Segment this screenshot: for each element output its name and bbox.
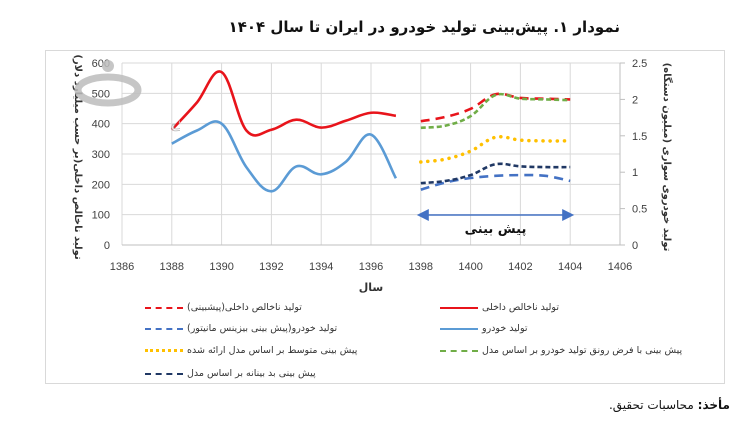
arrow-right-icon [562,209,575,221]
x-tick: 1386 [110,261,134,273]
x-axis-title: سال [359,281,384,294]
series-line [420,173,571,191]
series-line [170,70,397,137]
gridlines [121,62,621,246]
right-y-axis-title: تولید خودروی سواری (میلیون دستگاه) [661,63,674,252]
left-y-tick: 200 [92,179,110,191]
series-line [420,162,571,185]
chart-title: نمودار ۱. پیش‌بینی تولید خودرو در ایران … [228,18,620,36]
legend-label: تولید خودرو [482,323,528,334]
legend-item: تولید خودرو [440,323,528,334]
legend-label: پیش بینی با فرض رونق تولید خودرو بر اساس… [482,345,683,356]
source-label: مأخذ: [697,398,730,412]
legend-swatch-icon [440,327,478,330]
x-tick: 1400 [458,261,482,273]
x-tick: 1388 [160,261,184,273]
arrow-left-icon [416,209,429,221]
legend-swatch-icon [440,306,478,309]
legend-label: پیش بینی بد بینانه بر اساس مدل [187,368,316,379]
left-y-tick: 100 [92,210,110,222]
legend-item: تولید ناخالص داخلی [440,302,559,313]
left-y-tick: 600 [92,58,110,70]
legend-item: پیش بینی متوسط بر اساس مدل ارائه شده [145,345,357,356]
left-y-tick: 0 [104,240,110,252]
legend-swatch-icon [145,349,183,352]
left-y-tick: 400 [92,119,110,131]
x-tick: 1396 [359,261,383,273]
x-tick: 1402 [508,261,532,273]
legend-swatch-icon [145,306,183,309]
series-line [171,120,398,193]
legend-label: تولید ناخالص داخلی [482,302,559,313]
x-tick: 1392 [259,261,283,273]
legend-label: تولید خودرو(پیش بینی بیزینس مانیتور) [187,323,338,334]
source-note: مأخذ: محاسبات تحقیق. [609,398,730,412]
legend-swatch-icon [440,349,478,352]
x-tick: 1394 [309,261,333,273]
left-y-axis-title: تولید ناخالص داخلی(بر حسب میلیارد دلار) [72,54,83,260]
left-y-tick: 500 [92,88,110,100]
legend-item: تولید ناخالص داخلی(پیشبینی) [145,302,302,313]
legend-label: پیش بینی متوسط بر اساس مدل ارائه شده [187,345,358,356]
x-tick: 1390 [209,261,233,273]
legend-label: تولید ناخالص داخلی(پیشبینی) [187,302,302,313]
right-y-tick: 1 [632,167,638,179]
left-y-tick: 300 [92,149,110,161]
legend-item: تولید خودرو(پیش بینی بیزینس مانیتور) [145,323,337,334]
legend-swatch-icon [145,372,183,375]
right-y-tick: 1.5 [632,131,647,143]
x-tick: 1398 [409,261,433,273]
series-line [420,92,571,130]
right-y-tick: 0.5 [632,204,647,216]
right-y-tick: 2.5 [632,58,647,70]
series-line [419,135,572,164]
legend-swatch-icon [145,327,183,330]
chart-frame [45,50,725,384]
forecast-annotation: پیش بینی [416,209,575,237]
legend-item: پیش بینی با فرض رونق تولید خودرو بر اساس… [440,345,682,356]
source-text: محاسبات تحقیق. [608,398,694,412]
axes: 0 100 200 300 400 500 600 0 0.5 1 1.5 2 2.5 1386 1388 1… [72,54,674,294]
x-tick: 1406 [608,261,632,273]
right-y-tick: 2 [632,94,638,106]
series-line [420,92,571,123]
legend-item: پیش بینی بد بینانه بر اساس مدل [145,368,316,379]
right-y-tick: 0 [632,240,638,252]
series-lines [170,70,572,193]
forecast-label: پیش بینی [465,222,527,237]
x-tick: 1404 [558,261,582,273]
